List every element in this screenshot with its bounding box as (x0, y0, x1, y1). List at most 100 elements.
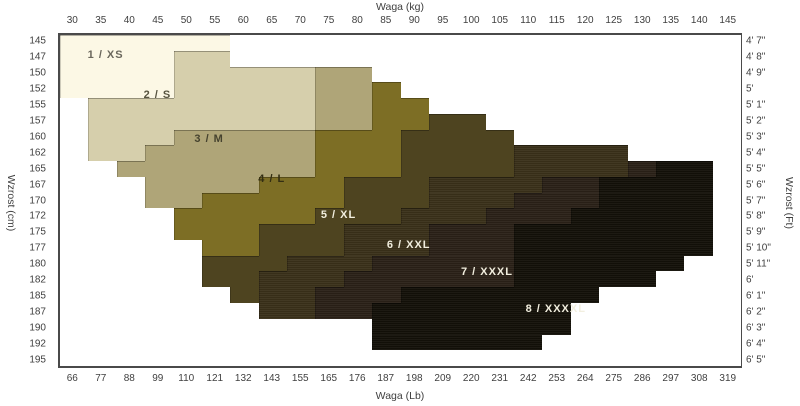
size-cell (173, 66, 202, 83)
empty-cell (655, 98, 685, 114)
right-tick-label: 6' 5" (746, 354, 766, 366)
empty-cell (372, 66, 401, 83)
top-tick-label: 140 (690, 15, 708, 26)
empty-cell (627, 145, 656, 162)
size-cell (400, 98, 429, 114)
size-cell (116, 161, 146, 177)
size-cell (428, 255, 458, 272)
size-cell (343, 255, 373, 272)
size-cell (684, 224, 713, 240)
right-tick-label: 6' 4" (746, 338, 766, 350)
empty-cell (712, 113, 741, 130)
empty-cell (684, 350, 713, 367)
size-cell (315, 176, 344, 193)
size-cell (542, 192, 571, 209)
grid-row (60, 82, 741, 99)
empty-cell (655, 334, 685, 351)
size-cell (542, 255, 571, 272)
size-cell (88, 145, 117, 162)
left-tick-label: 170 (29, 195, 46, 206)
empty-cell (655, 66, 685, 83)
size-cell (514, 208, 543, 225)
empty-cell (684, 35, 713, 51)
bottom-tick-label: 275 (605, 373, 623, 384)
empty-cell (428, 35, 458, 51)
size-cell (258, 239, 287, 256)
size-cell (655, 208, 685, 225)
right-axis-ticks: 4' 7" 4' 8" 4' 9" 5' 5' 1" 5' 2" 5' 3" 5' 4" 5' … (746, 33, 800, 368)
empty-cell (655, 113, 685, 130)
size-cell (258, 161, 287, 177)
empty-cell (173, 287, 202, 304)
empty-cell (145, 239, 174, 256)
size-cell (287, 255, 316, 272)
empty-cell (542, 113, 571, 130)
size-cell (542, 303, 571, 319)
size-cell (145, 161, 174, 177)
empty-cell (457, 350, 486, 367)
size-cell (514, 224, 543, 240)
size-cell (400, 208, 429, 225)
size-cell (627, 239, 656, 256)
right-tick-label: 6' 3" (746, 322, 766, 334)
empty-cell (116, 224, 146, 240)
size-cell (627, 224, 656, 240)
size-cell (258, 303, 287, 319)
empty-cell (88, 192, 117, 209)
empty-cell (88, 255, 117, 272)
size-cell (173, 224, 202, 240)
size-cell (400, 255, 429, 272)
size-cell (428, 192, 458, 209)
size-cell (315, 161, 344, 177)
empty-cell (599, 129, 628, 146)
size-cell (230, 161, 259, 177)
empty-cell (116, 255, 146, 272)
size-cell (230, 82, 259, 99)
empty-cell (570, 50, 600, 67)
empty-cell (627, 98, 656, 114)
grid-row (60, 224, 741, 240)
left-tick-label: 167 (29, 179, 46, 191)
size-cell (514, 161, 543, 177)
size-cell (485, 318, 514, 335)
size-region-label-6: 6 / XXL (386, 238, 431, 251)
size-cell (400, 192, 429, 209)
size-cell (457, 287, 486, 304)
empty-cell (60, 334, 89, 351)
empty-cell (315, 334, 344, 351)
empty-cell (712, 145, 741, 162)
empty-cell (372, 350, 401, 367)
empty-cell (684, 113, 713, 130)
size-cell (88, 35, 117, 51)
bottom-tick-label: 198 (405, 373, 423, 384)
size-cell (230, 239, 259, 256)
size-cell (514, 318, 543, 335)
bottom-tick-label: 286 (633, 373, 651, 384)
bottom-tick-label: 220 (462, 373, 480, 384)
size-cell (428, 334, 458, 351)
size-cell (514, 176, 543, 193)
top-tick-label: 95 (437, 15, 449, 26)
size-cell (542, 145, 571, 162)
size-cell (428, 145, 458, 162)
size-cell (173, 50, 202, 67)
empty-cell (599, 35, 628, 51)
size-cell (60, 66, 89, 83)
size-cell (88, 129, 117, 146)
top-tick-label: 145 (719, 15, 737, 26)
size-cell (485, 192, 514, 209)
empty-cell (88, 318, 117, 335)
size-cell (258, 208, 287, 225)
size-cell (485, 145, 514, 162)
right-tick-label: 6' (746, 274, 754, 286)
empty-cell (655, 350, 685, 367)
size-cell (542, 239, 571, 256)
top-tick-label: 75 (323, 15, 335, 26)
empty-cell (116, 271, 146, 288)
empty-cell (514, 50, 543, 67)
size-cell (457, 318, 486, 335)
size-cell (315, 66, 344, 83)
size-cell (570, 176, 600, 193)
size-cell (230, 66, 259, 83)
empty-cell (457, 66, 486, 83)
